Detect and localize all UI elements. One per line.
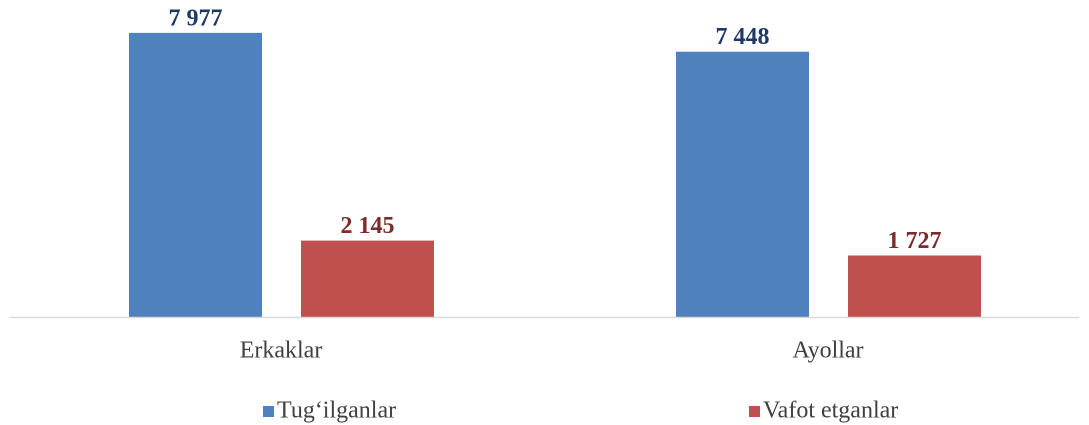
legend-label: Tug‘ilganlar [277,398,396,424]
data-label: 7 448 [716,24,770,50]
bar [676,51,809,317]
legend-swatch [263,406,274,417]
bar [848,255,981,317]
legend-label: Vafot etganlar [763,398,898,424]
bar [129,32,262,317]
x-tick-label: Erkaklar [240,338,323,364]
data-label: 7 977 [169,5,223,31]
data-label: 1 727 [888,228,942,254]
bar [301,240,434,317]
legend-swatch [749,406,760,417]
data-label: 2 145 [341,213,395,239]
x-tick-label: Ayollar [792,338,863,364]
